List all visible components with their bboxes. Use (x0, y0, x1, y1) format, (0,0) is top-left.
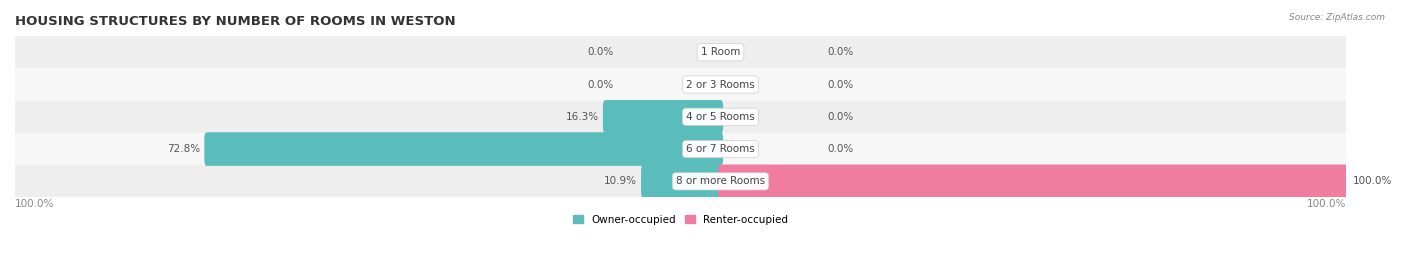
FancyBboxPatch shape (204, 132, 723, 166)
Text: 72.8%: 72.8% (167, 144, 200, 154)
Text: 10.9%: 10.9% (605, 176, 637, 186)
Text: 100.0%: 100.0% (1306, 199, 1346, 209)
Legend: Owner-occupied, Renter-occupied: Owner-occupied, Renter-occupied (569, 211, 792, 228)
Text: 6 or 7 Rooms: 6 or 7 Rooms (686, 144, 755, 154)
FancyBboxPatch shape (718, 165, 1348, 198)
Bar (15, 36, 1346, 68)
Bar (15, 165, 1346, 197)
Text: 0.0%: 0.0% (827, 144, 853, 154)
Bar (644, 171, 720, 192)
Text: 0.0%: 0.0% (827, 112, 853, 122)
Text: 0.0%: 0.0% (827, 80, 853, 90)
Text: 16.3%: 16.3% (565, 112, 599, 122)
FancyBboxPatch shape (603, 100, 723, 134)
FancyBboxPatch shape (641, 165, 723, 198)
Text: 0.0%: 0.0% (588, 47, 614, 57)
Text: 100.0%: 100.0% (15, 199, 55, 209)
Text: 4 or 5 Rooms: 4 or 5 Rooms (686, 112, 755, 122)
Bar (606, 106, 720, 127)
Bar (15, 133, 1346, 165)
Bar (15, 68, 1346, 101)
Bar (207, 139, 720, 160)
Text: Source: ZipAtlas.com: Source: ZipAtlas.com (1289, 13, 1385, 22)
Text: 2 or 3 Rooms: 2 or 3 Rooms (686, 80, 755, 90)
Text: 1 Room: 1 Room (700, 47, 740, 57)
Text: HOUSING STRUCTURES BY NUMBER OF ROOMS IN WESTON: HOUSING STRUCTURES BY NUMBER OF ROOMS IN… (15, 15, 456, 28)
Text: 0.0%: 0.0% (588, 80, 614, 90)
Bar (15, 101, 1346, 133)
Text: 0.0%: 0.0% (827, 47, 853, 57)
Text: 8 or more Rooms: 8 or more Rooms (676, 176, 765, 186)
Text: 100.0%: 100.0% (1353, 176, 1392, 186)
